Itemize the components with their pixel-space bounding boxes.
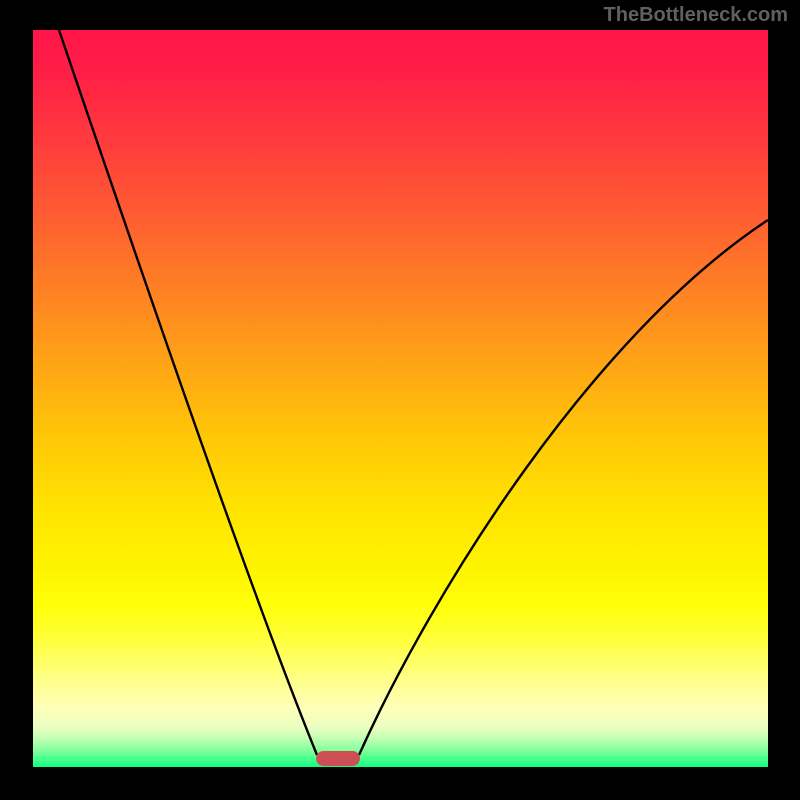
plot-area — [33, 30, 768, 767]
left-curve — [59, 30, 317, 755]
curves-layer — [33, 30, 768, 767]
chart-frame: TheBottleneck.com — [0, 0, 800, 800]
watermark-text: TheBottleneck.com — [604, 4, 788, 27]
bottleneck-marker — [316, 751, 360, 766]
right-curve — [359, 220, 768, 755]
